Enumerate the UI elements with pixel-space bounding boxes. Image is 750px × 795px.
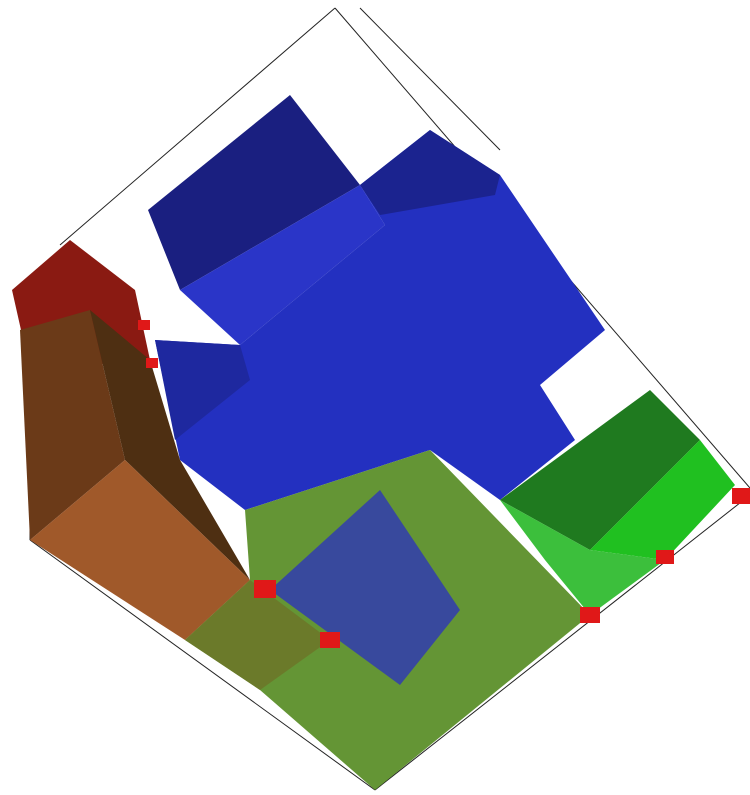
marker [254, 580, 276, 598]
marker [656, 550, 674, 564]
brown-column [12, 240, 250, 640]
marker [138, 320, 150, 330]
box-edge [29, 539, 376, 791]
box-edge [374, 494, 750, 791]
box-edge [359, 7, 501, 151]
brown-face-dark [90, 310, 250, 580]
blue-slab [155, 130, 605, 510]
blue-hatch [270, 490, 460, 685]
marker [320, 632, 340, 648]
green-block-face [590, 440, 735, 560]
box-edge [59, 7, 336, 246]
brown-face [20, 310, 125, 540]
blue-block-face [180, 185, 385, 345]
green-block-front [500, 500, 665, 615]
blue-blocks [148, 95, 605, 510]
green-area [185, 390, 735, 790]
marker [146, 358, 158, 368]
marker [580, 607, 600, 623]
blue-slab-side [155, 340, 250, 440]
marker [732, 488, 750, 504]
orange-face [30, 460, 250, 640]
olive-side [185, 580, 330, 690]
green-block-top [500, 390, 700, 550]
markers [138, 320, 750, 648]
blue-slab-top [360, 130, 500, 215]
blue-block-top [148, 95, 360, 290]
